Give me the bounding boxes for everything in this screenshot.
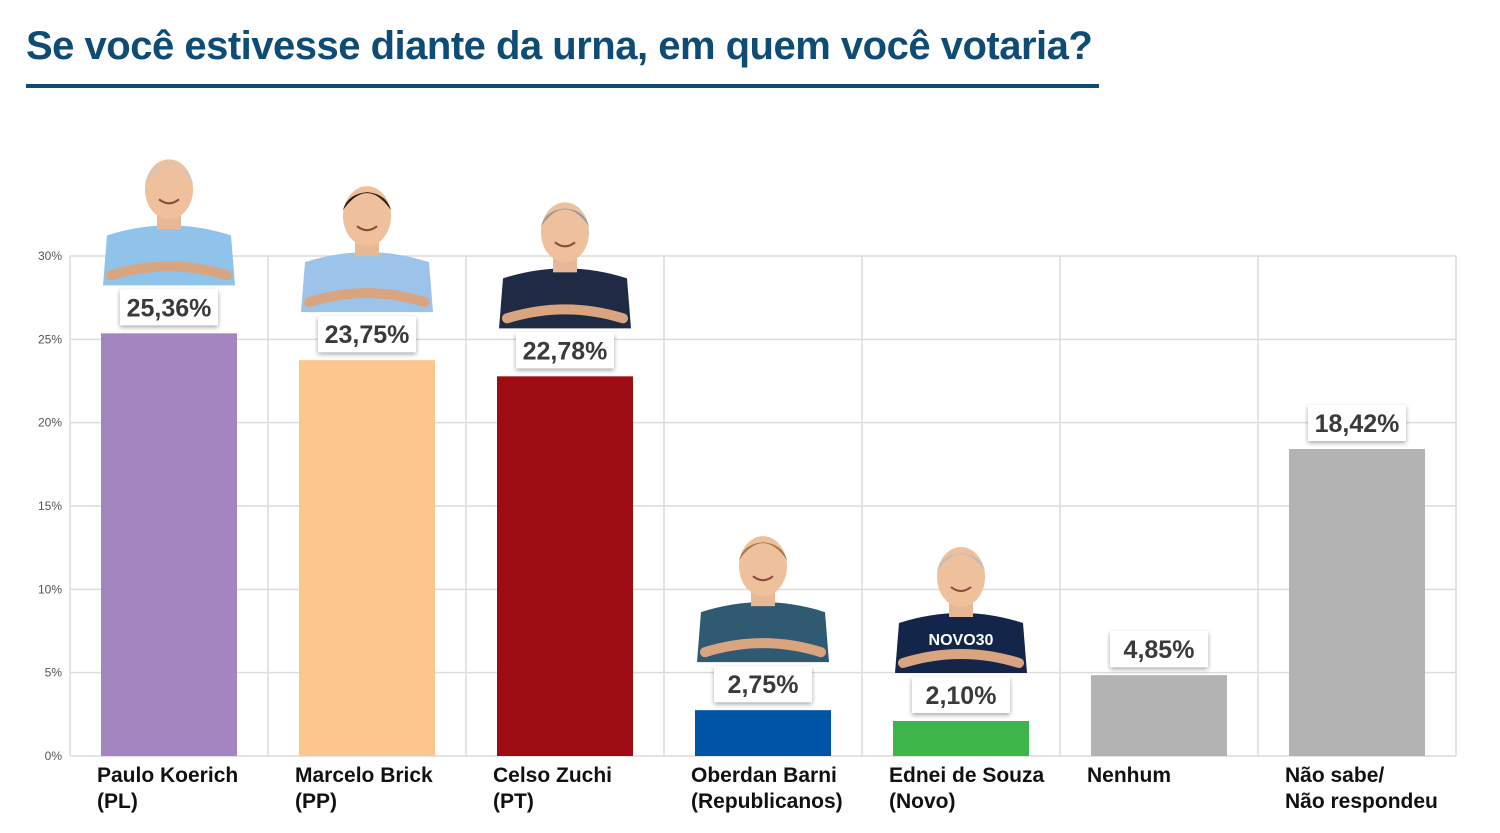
value-label-box [318, 316, 416, 353]
photo-hair [739, 542, 787, 561]
value-label-box [120, 289, 218, 326]
bar [299, 360, 435, 756]
photo-face [145, 159, 193, 220]
value-label: 22,78% [523, 337, 608, 365]
shirt-text: NOVO30 [929, 632, 994, 649]
category-label-line1: Oberdan Barni [691, 764, 837, 787]
y-tick-label: 30% [38, 249, 62, 263]
y-tick-label: 25% [38, 332, 62, 346]
y-tick-label: 20% [38, 416, 62, 430]
candidate-photo [301, 186, 433, 313]
category-label-line2: (PL) [97, 790, 138, 813]
chart-title: Se você estivesse diante da urna, em que… [26, 24, 1093, 68]
photo-smile [158, 198, 180, 205]
value-label-box [714, 666, 812, 703]
photo-smile [356, 225, 378, 232]
value-label: 4,85% [1124, 636, 1195, 664]
bar [101, 333, 237, 756]
bar [1289, 449, 1425, 756]
bar [893, 721, 1029, 756]
category-label: Celso Zuchi (PT) [493, 763, 612, 815]
candidate-photo: NOVO30 [895, 547, 1027, 673]
bar [1091, 675, 1227, 756]
category-label: Ednei de Souza (Novo) [889, 763, 1044, 815]
value-label: 25,36% [127, 294, 212, 322]
photo-arms [304, 288, 430, 308]
category-label-line2: (PP) [295, 790, 337, 813]
y-tick-label: 5% [45, 666, 63, 680]
value-label: 23,75% [325, 321, 410, 349]
photo-hair [937, 553, 985, 571]
category-label-line1: Paulo Koerich [97, 764, 239, 787]
category-label-line1: Marcelo Brick [295, 764, 433, 787]
y-tick-label: 0% [45, 749, 63, 763]
value-label: 18,42% [1315, 410, 1400, 438]
value-label: 2,75% [728, 671, 799, 699]
category-label: Paulo Koerich (PL) [97, 763, 238, 815]
category-label-line1: Celso Zuchi [493, 764, 613, 787]
category-label: Nenhum [1087, 763, 1171, 789]
y-tick-label: 15% [38, 499, 62, 513]
category-label-line2: (PT) [493, 790, 534, 813]
value-label-box [516, 332, 614, 369]
candidate-photo [103, 159, 235, 286]
category-label-line1: Não sabe/ [1285, 764, 1385, 787]
photo-arms [700, 638, 826, 658]
photo-hair [145, 165, 193, 184]
value-label-box [1308, 405, 1406, 441]
photo-arms [898, 649, 1024, 668]
photo-face [541, 202, 589, 263]
photo-smile [752, 575, 774, 582]
photo-smile [554, 241, 576, 248]
candidate-photo [697, 536, 829, 663]
candidate-photo [499, 202, 631, 329]
photo-arms [502, 304, 628, 324]
value-label-box [1110, 631, 1208, 668]
photo-hair [541, 208, 589, 227]
category-label: Não sabe/Não respondeu [1285, 763, 1438, 815]
category-label: Oberdan Barni (Republicanos) [691, 763, 843, 815]
category-label-line2: (Republicanos) [691, 790, 843, 813]
category-label: Marcelo Brick (PP) [295, 763, 433, 815]
bar [695, 710, 831, 756]
category-label-line1: Ednei de Souza [889, 764, 1045, 787]
category-label-line2: Não respondeu [1285, 790, 1438, 813]
y-tick-label: 10% [38, 582, 62, 596]
value-label: 2,10% [926, 682, 997, 710]
photo-face [343, 186, 391, 247]
photo-hair [343, 192, 391, 211]
photo-smile [950, 586, 972, 592]
photo-arms [106, 261, 232, 281]
category-label-line2: (Novo) [889, 790, 956, 813]
category-label-line1: Nenhum [1087, 764, 1171, 787]
bar [497, 376, 633, 756]
value-label-box [912, 677, 1010, 713]
photo-face [937, 547, 985, 607]
title-underline [26, 84, 1099, 88]
photo-face [739, 536, 787, 597]
